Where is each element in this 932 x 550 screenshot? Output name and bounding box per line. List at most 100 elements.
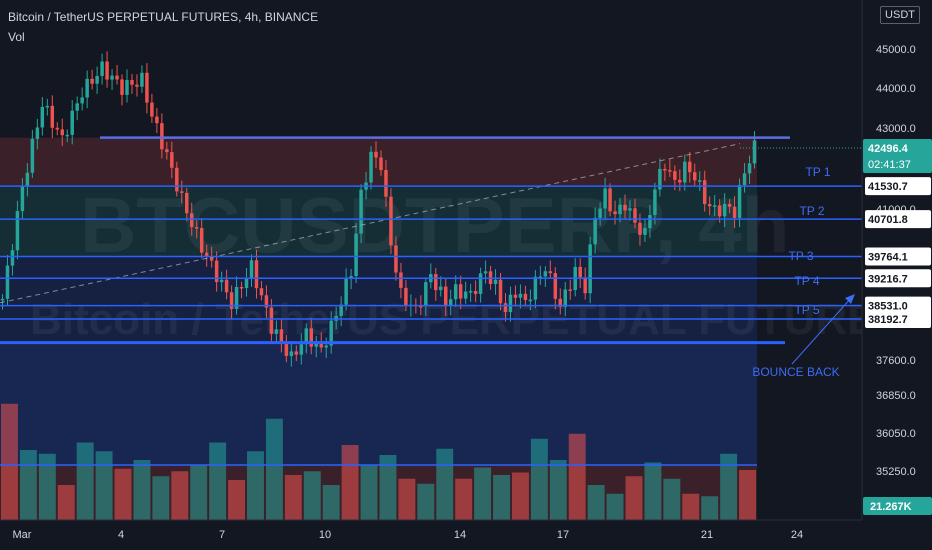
candle-body [314, 342, 318, 347]
candle-body [722, 203, 727, 217]
candle-body [673, 171, 677, 180]
candle-body [214, 260, 219, 283]
volume-bar [171, 471, 189, 520]
candle-body [185, 192, 189, 214]
volume-bar [114, 468, 132, 520]
candle-body [35, 127, 40, 139]
candle-body [45, 105, 50, 108]
candle-body [274, 329, 279, 334]
candle-body [264, 295, 269, 308]
candle-body [493, 279, 498, 285]
candle-body [593, 217, 597, 245]
tp-label: TP 3 [788, 249, 813, 263]
candle-body [30, 138, 35, 173]
volume-bar [38, 453, 56, 520]
x-tick-label: 17 [557, 529, 569, 541]
candle-body [194, 227, 199, 229]
candle-body [224, 279, 229, 293]
candle-body [239, 286, 244, 289]
lower-red-zone [0, 465, 757, 520]
watermark-symbol: BTCUSDTPERP, 4h [80, 181, 789, 269]
candle-body [199, 228, 204, 253]
currency-button[interactable]: USDT [880, 6, 920, 24]
price-tag-label: 40701.8 [868, 214, 908, 226]
volume-bar [720, 453, 738, 520]
candle-body [354, 233, 358, 277]
candle-body [468, 290, 473, 293]
candle-body [160, 123, 164, 150]
candle-body [717, 205, 722, 217]
volume-bar [644, 462, 662, 520]
volume-tag [863, 497, 932, 515]
volume-bar [209, 442, 227, 520]
candle-body [120, 79, 124, 95]
volume-bar [455, 478, 473, 520]
candle-body [155, 116, 159, 124]
volume-bar [606, 493, 624, 520]
volume-bar [1, 403, 18, 520]
candle-body [130, 80, 134, 85]
candle-body [628, 208, 632, 211]
volume-bar [682, 493, 700, 520]
candle-body [643, 228, 647, 235]
candle-body [209, 256, 214, 261]
candle-body [473, 290, 478, 294]
candle-body [70, 110, 74, 135]
candle-body [204, 252, 209, 257]
candle-body [732, 206, 737, 218]
candle-body [299, 344, 304, 355]
candle-body [693, 172, 697, 181]
volume-bar [303, 471, 321, 520]
time-axis-bg [0, 520, 932, 550]
candle-body [513, 294, 518, 298]
candle-body [65, 134, 69, 137]
candle-body [145, 72, 149, 103]
volume-bar [701, 496, 719, 520]
volume-bar [417, 483, 435, 520]
candle-body [583, 277, 587, 294]
candle-body [483, 271, 488, 274]
candle-body [294, 351, 299, 355]
x-tick-label: 24 [791, 529, 803, 541]
price-tag [865, 269, 931, 288]
volume-bar [190, 465, 208, 520]
candle-body [453, 284, 458, 300]
chart-title: Bitcoin / TetherUS PERPETUAL FUTURES, 4h… [8, 10, 319, 24]
candle-body [279, 329, 284, 343]
volume-bar [152, 476, 170, 520]
candle-body [339, 304, 343, 316]
volume-bar [247, 451, 264, 520]
candle-body [125, 80, 129, 95]
candle-body [75, 103, 79, 111]
candle-body [135, 84, 139, 87]
candle-body [548, 271, 553, 274]
y-tick-label: 36850.0 [876, 390, 916, 402]
candle-body [747, 163, 752, 174]
candle-body [349, 276, 353, 279]
candle-body [85, 78, 89, 98]
candle-body [603, 188, 607, 209]
candle-body [588, 244, 592, 294]
candle-body [344, 278, 348, 305]
candle-body [568, 289, 572, 291]
candle-body [683, 161, 687, 183]
candle-body [424, 282, 428, 307]
countdown-label: 02:41:37 [868, 159, 911, 171]
resistance-zone [0, 137, 757, 187]
volume-bar [284, 475, 302, 520]
volume-bar [568, 433, 586, 520]
candle-body [10, 250, 15, 266]
candle-body [165, 149, 169, 153]
candle-body [439, 286, 443, 291]
candle-body [379, 157, 383, 170]
x-tick-label: 7 [219, 529, 225, 541]
candle-body [528, 299, 533, 302]
price-tag [865, 247, 931, 266]
bounce-back-label: BOUNCE BACK [752, 365, 839, 379]
y-tick-label: 44000.0 [876, 83, 916, 95]
volume-indicator-label: Vol [8, 30, 25, 44]
tp-label: TP 5 [794, 303, 819, 317]
candle-body [110, 75, 114, 80]
candle-body [324, 345, 328, 348]
